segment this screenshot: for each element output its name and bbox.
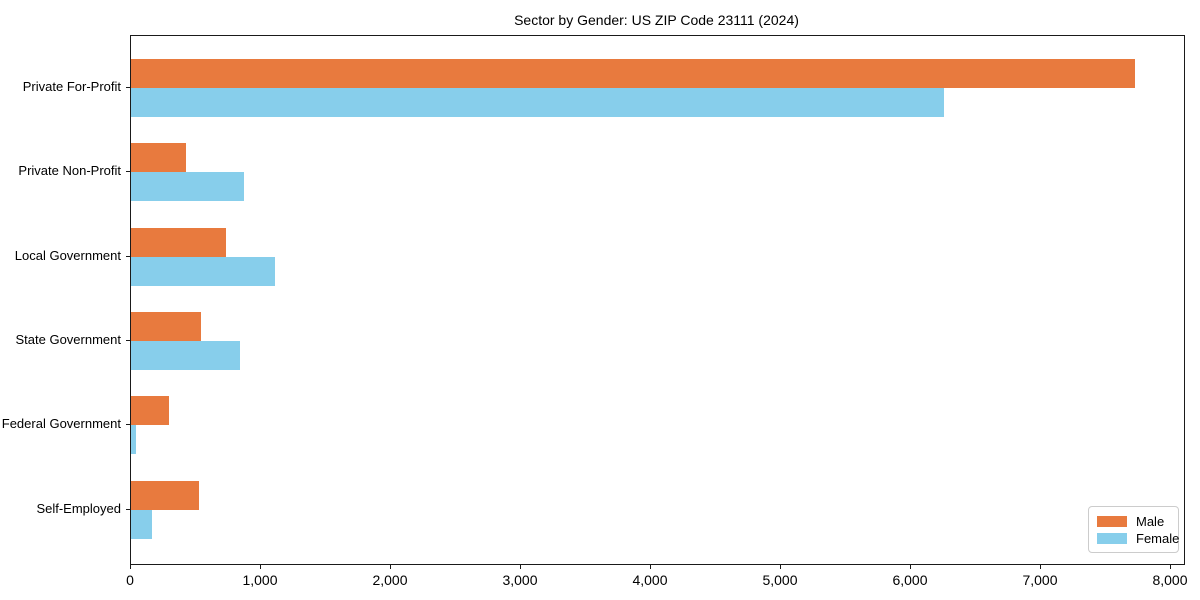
category-label-5: Self-Employed xyxy=(36,500,121,516)
x-tick-label-8: 8,000 xyxy=(1152,572,1188,588)
bar-female-1 xyxy=(131,172,245,202)
x-tick-mark xyxy=(649,565,651,569)
y-tick-mark xyxy=(126,508,130,510)
bar-male-1 xyxy=(131,143,186,173)
bar-male-0 xyxy=(131,59,1135,88)
category-label-0: Private For-Profit xyxy=(22,79,121,94)
y-tick-mark xyxy=(126,87,130,88)
legend-item-female: Female xyxy=(1097,531,1179,546)
bar-male-5 xyxy=(131,480,199,510)
x-tick-label-5: 5,000 xyxy=(762,572,798,588)
x-tick-label-7: 7,000 xyxy=(1022,572,1058,588)
female-series-swatch xyxy=(1097,533,1127,544)
x-tick-label-0: 0 xyxy=(126,572,134,588)
legend-label-male: Male xyxy=(1136,514,1165,529)
bar-male-4 xyxy=(131,396,169,426)
x-tick-mark xyxy=(129,565,131,569)
y-tick-mark xyxy=(126,255,130,257)
chart-title: Sector by Gender: US ZIP Code 23111 (202… xyxy=(514,12,799,28)
plot-area xyxy=(130,35,1185,565)
x-tick-mark xyxy=(1039,565,1041,569)
x-tick-mark xyxy=(909,565,911,569)
x-tick-label-4: 4,000 xyxy=(632,572,668,588)
x-tick-label-1: 1,000 xyxy=(242,572,278,588)
bar-male-2 xyxy=(131,227,226,257)
y-tick-mark xyxy=(126,424,130,426)
bar-female-3 xyxy=(131,340,241,370)
x-tick-mark xyxy=(389,565,391,569)
x-tick-mark xyxy=(779,565,781,569)
x-tick-mark xyxy=(1169,565,1171,569)
legend: Male Female xyxy=(1088,506,1179,553)
male-series-swatch xyxy=(1097,516,1127,527)
category-label-1: Private Non-Profit xyxy=(18,163,121,179)
bar-female-2 xyxy=(131,256,276,286)
legend-item-male: Male xyxy=(1097,514,1170,529)
y-tick-mark xyxy=(126,171,130,173)
x-tick-label-2: 2,000 xyxy=(372,572,408,588)
bar-female-4 xyxy=(131,425,137,455)
x-tick-mark xyxy=(519,565,521,569)
bar-female-0 xyxy=(131,88,944,117)
category-label-2: Local Government xyxy=(14,247,121,263)
x-tick-mark xyxy=(259,565,261,569)
bar-female-5 xyxy=(131,509,152,539)
category-label-3: State Government xyxy=(15,331,122,347)
x-tick-label-6: 6,000 xyxy=(892,572,928,588)
y-tick-mark xyxy=(126,339,130,341)
legend-label-female: Female xyxy=(1136,531,1180,546)
x-tick-label-3: 3,000 xyxy=(502,572,538,588)
category-label-4: Federal Government xyxy=(1,416,121,432)
bar-male-3 xyxy=(131,311,202,341)
